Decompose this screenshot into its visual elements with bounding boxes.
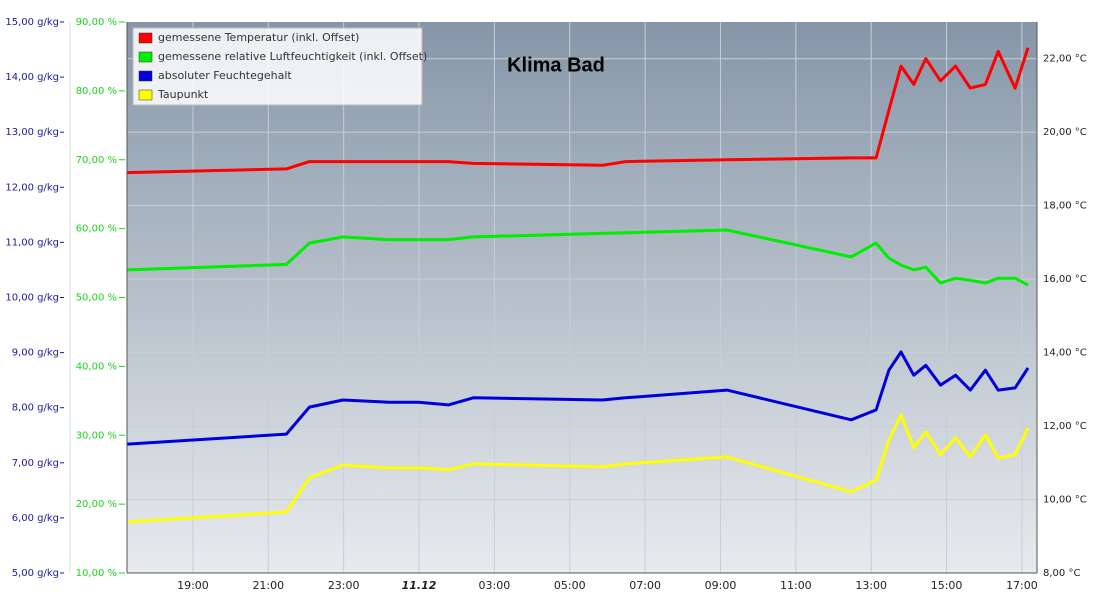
legend-label: gemessene Temperatur (inkl. Offset) [158, 31, 359, 44]
x-tick-label: 17:00 [1006, 579, 1038, 592]
series-line [127, 228, 1029, 287]
x-tick-label: 15:00 [931, 579, 963, 592]
legend-swatch [138, 51, 153, 63]
y3-tick-label: 14,00 °C [1043, 348, 1087, 359]
y3-tick-label: 8,00 °C [1043, 568, 1080, 579]
y-tick-label: 15,00 g/kg [5, 17, 59, 28]
y-tick-label: 7,00 g/kg [12, 458, 59, 469]
x-tick-label: 03:00 [479, 579, 511, 592]
chart-title: Klima Bad [507, 54, 605, 76]
y2-tick-label: 30,00 % [76, 430, 117, 441]
x-tick-label: 13:00 [855, 579, 887, 592]
x-tick-label: 19:00 [177, 579, 209, 592]
x-tick-label: 11:00 [780, 579, 812, 592]
y2-tick-label: 90,00 % [76, 17, 117, 28]
plot-area [127, 22, 1037, 573]
legend-label: Taupunkt [157, 88, 209, 101]
y2-tick-label: 50,00 % [76, 293, 117, 304]
y-tick-label: 5,00 g/kg [12, 568, 59, 579]
y2-tick-label: 60,00 % [76, 224, 117, 235]
x-tick-label: 09:00 [705, 579, 737, 592]
y3-tick-label: 22,00 °C [1043, 54, 1087, 65]
x-tick-label: 05:00 [554, 579, 586, 592]
y-tick-label: 6,00 g/kg [12, 513, 59, 524]
y-tick-label: 11,00 g/kg [5, 237, 59, 248]
legend [132, 27, 423, 106]
y3-tick-label: 16,00 °C [1043, 274, 1087, 285]
y-tick-label: 12,00 g/kg [5, 182, 59, 193]
y3-tick-label: 20,00 °C [1043, 127, 1087, 138]
x-tick-label: 21:00 [252, 579, 284, 592]
series-line [127, 47, 1030, 175]
series-line [127, 350, 1030, 446]
legend-label: gemessene relative Luftfeuchtigkeit (ink… [158, 50, 427, 63]
legend-swatch [138, 32, 153, 44]
y2-tick-label: 80,00 % [76, 86, 117, 97]
series-line [127, 413, 1030, 524]
x-tick-label: 11.12 [402, 579, 437, 592]
x-tick-label: 07:00 [629, 579, 661, 592]
y2-tick-label: 10,00 % [76, 568, 117, 579]
y2-tick-label: 20,00 % [76, 499, 117, 510]
lines [127, 47, 1030, 524]
y2-tick-label: 70,00 % [76, 155, 117, 166]
y-tick-label: 13,00 g/kg [5, 127, 59, 138]
y-tick-label: 14,00 g/kg [5, 72, 59, 83]
legend-label: absoluter Feuchtegehalt [158, 69, 292, 82]
y-tick-label: 9,00 g/kg [12, 348, 59, 359]
y3-tick-label: 10,00 °C [1043, 495, 1087, 506]
y2-tick-label: 40,00 % [76, 361, 117, 372]
y-tick-label: 8,00 g/kg [12, 403, 59, 414]
legend-swatch [138, 70, 153, 82]
y3-tick-label: 12,00 °C [1043, 421, 1087, 432]
x-tick-label: 23:00 [328, 579, 360, 592]
y3-tick-label: 18,00 °C [1043, 201, 1087, 212]
legend-swatch [138, 89, 153, 101]
y-tick-label: 10,00 g/kg [5, 293, 59, 304]
